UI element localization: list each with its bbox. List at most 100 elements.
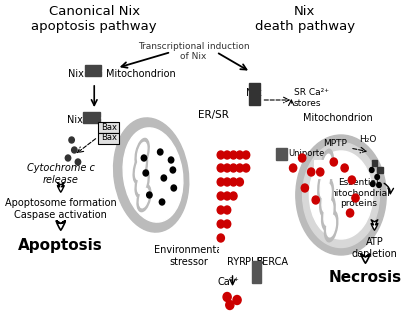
Circle shape [340,164,347,172]
Circle shape [236,178,243,186]
Circle shape [71,147,77,153]
Circle shape [217,178,224,186]
Circle shape [316,168,323,176]
FancyBboxPatch shape [98,132,119,143]
Circle shape [376,182,380,187]
Circle shape [229,192,237,200]
Ellipse shape [319,179,333,217]
Text: Apoptosome formation
Caspase activation: Apoptosome formation Caspase activation [5,198,116,220]
Circle shape [345,209,353,217]
Text: Transcriptional induction
of Nix: Transcriptional induction of Nix [138,42,249,61]
Ellipse shape [137,142,147,164]
Text: Bax: Bax [100,122,116,131]
Circle shape [217,192,224,200]
Circle shape [369,167,373,172]
Text: PLB: PLB [245,257,263,267]
Ellipse shape [323,201,332,225]
Bar [85,65,101,70]
Ellipse shape [113,118,188,232]
Text: Uniporter: Uniporter [288,150,328,158]
Circle shape [69,137,74,143]
Circle shape [347,176,355,184]
Circle shape [369,182,374,187]
Circle shape [159,199,164,205]
Circle shape [223,206,230,214]
Ellipse shape [317,163,331,203]
Text: Nix: Nix [67,69,83,79]
Bar [313,160,333,178]
Circle shape [217,220,224,228]
Circle shape [329,158,337,166]
Text: Mitochondrion: Mitochondrion [303,113,372,123]
Circle shape [217,164,224,172]
Circle shape [229,151,237,159]
Text: Apoptosis: Apoptosis [18,238,103,253]
Circle shape [232,295,241,305]
Circle shape [217,234,224,242]
Bar [376,167,382,173]
Circle shape [157,149,162,155]
Circle shape [75,159,81,165]
Bar [251,261,260,283]
Circle shape [298,154,305,162]
Circle shape [374,175,379,179]
Text: SR Ca²⁺
stores: SR Ca²⁺ stores [293,88,328,108]
Circle shape [217,206,224,214]
Text: ER/SR: ER/SR [198,110,228,120]
Text: Nix
death pathway: Nix death pathway [254,5,354,33]
Circle shape [223,192,230,200]
Circle shape [65,155,70,161]
Ellipse shape [302,142,379,248]
Text: Essential
mitochondrial
proteins: Essential mitochondrial proteins [326,178,389,208]
Ellipse shape [139,188,148,208]
Circle shape [236,164,243,172]
Bar [225,147,229,272]
Bar [218,147,223,272]
Circle shape [229,164,237,172]
Text: SERCA: SERCA [256,257,288,267]
Ellipse shape [324,210,337,242]
Circle shape [168,157,173,163]
Text: Bax: Bax [100,134,116,142]
Ellipse shape [135,168,149,198]
Ellipse shape [326,215,335,237]
Bar [231,147,236,272]
Text: ATP
depletion: ATP depletion [351,237,396,259]
Circle shape [223,220,230,228]
Text: Mitochondrion: Mitochondrion [106,69,175,79]
Circle shape [146,192,152,198]
FancyBboxPatch shape [98,121,119,132]
Ellipse shape [135,138,149,167]
Text: Environmental
stressor: Environmental stressor [153,245,224,267]
Circle shape [223,151,230,159]
Circle shape [307,168,314,176]
Text: Necrosis: Necrosis [328,270,401,285]
Bar [83,118,99,123]
Text: MPTP: MPTP [322,138,346,147]
Circle shape [242,164,249,172]
Circle shape [143,170,148,176]
Circle shape [223,178,230,186]
Ellipse shape [309,151,372,239]
Bar [275,148,286,160]
Text: Cytochrome c
release: Cytochrome c release [27,163,94,185]
Bar [244,147,248,272]
Bar [237,147,242,272]
Ellipse shape [321,154,330,182]
Ellipse shape [319,149,333,187]
Circle shape [242,151,249,159]
Circle shape [171,185,176,191]
Text: Nix: Nix [246,88,262,98]
Ellipse shape [218,145,223,151]
Circle shape [225,300,233,310]
Text: H₂O: H₂O [358,136,375,145]
Circle shape [170,167,175,173]
Circle shape [141,155,146,161]
Ellipse shape [133,152,147,183]
Ellipse shape [123,128,182,222]
Ellipse shape [137,172,147,194]
Circle shape [289,164,296,172]
Circle shape [161,175,166,181]
Ellipse shape [231,145,236,151]
Ellipse shape [319,168,328,198]
